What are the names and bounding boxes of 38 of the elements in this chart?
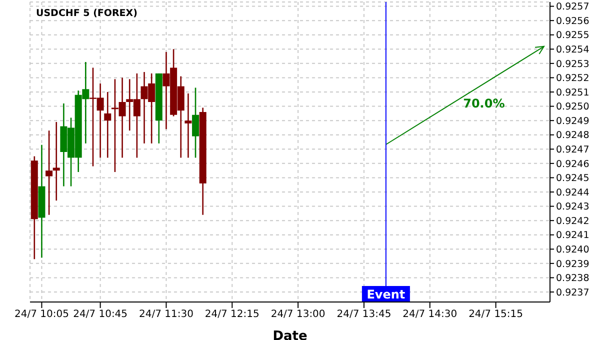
y-tick-label: 0.9246 xyxy=(556,158,590,170)
ref-line-label: Event xyxy=(366,288,406,302)
y-tick-label: 0.9249 xyxy=(556,116,590,127)
x-tick-label: 24/7 14:30 xyxy=(402,309,458,320)
candlestick xyxy=(184,92,192,158)
y-tick-label: 0.9256 xyxy=(556,16,590,27)
y-tick-label: 0.9243 xyxy=(556,202,590,213)
y-tick-label: 0.9253 xyxy=(556,58,590,70)
x-tick-label: 24/7 15:15 xyxy=(468,309,524,320)
y-tick-label: 0.9241 xyxy=(556,230,590,242)
candlestick xyxy=(192,87,200,158)
y-tick-label: 0.9254 xyxy=(556,44,590,56)
x-axis-title: Date xyxy=(272,329,308,340)
x-tick-label: 24/7 13:00 xyxy=(270,309,326,320)
candlestick xyxy=(46,130,53,216)
x-tick-label: 24/7 13:45 xyxy=(336,309,392,320)
y-tick-label: 0.9242 xyxy=(556,216,590,227)
candlestick xyxy=(52,121,60,202)
y-tick-label: 0.9252 xyxy=(556,73,590,84)
x-tick-label: 24/7 11:30 xyxy=(139,309,194,320)
y-tick-label: 0.9237 xyxy=(556,287,590,298)
y-tick-label: 0.9239 xyxy=(556,258,590,270)
x-tick-label: 24/7 10:05 xyxy=(14,309,69,320)
x-tick-label: 24/7 12:15 xyxy=(204,309,260,320)
y-tick-label: 0.9244 xyxy=(556,187,590,198)
y-tick-label: 0.9238 xyxy=(556,273,590,284)
text: USDCHF 5 (FOREX) xyxy=(36,8,138,19)
y-tick-label: 0.9257 xyxy=(556,2,590,13)
y-tick-label: 0.9251 xyxy=(556,87,590,98)
y-tick-label: 0.9250 xyxy=(556,102,590,113)
y-tick-label: 0.9255 xyxy=(556,30,590,42)
annotation: 70.0% xyxy=(463,96,505,111)
y-tick-label: 0.9245 xyxy=(556,173,590,184)
candlestick xyxy=(104,91,112,158)
y-tick-label: 0.9240 xyxy=(556,244,590,256)
y-tick-label: 0.9247 xyxy=(556,144,590,156)
x-tick-label: 24/7 10:45 xyxy=(73,309,128,320)
y-tick-label: 0.9248 xyxy=(556,130,590,142)
